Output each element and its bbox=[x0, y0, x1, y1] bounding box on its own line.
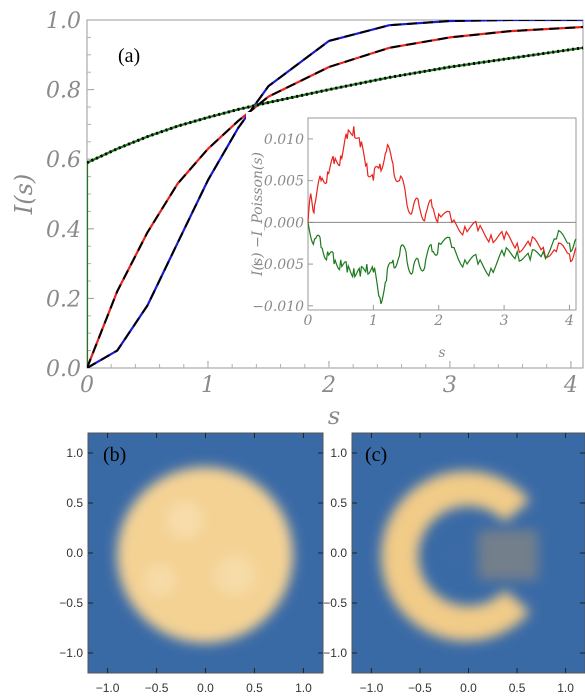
main-x-tick-label: 3 bbox=[443, 373, 457, 398]
main-y-tick-label: 0.4 bbox=[46, 218, 81, 243]
panel-x-tick-label: −1.0 bbox=[360, 681, 384, 695]
panel-y-tick-label: −0.5 bbox=[59, 596, 83, 610]
main-series bbox=[87, 20, 584, 368]
main-y-tick-label: 0.2 bbox=[46, 287, 81, 312]
inset-plot: 0 1 2 3 4 0.010 0.005 0.000 −0.005 −0.010 s I(s) … bbox=[246, 112, 578, 361]
panel-b-ticks: −1.0 −0.5 0.0 0.5 1.0 1.0 0.5 0.0 −0.5 −1.0 bbox=[59, 433, 323, 695]
panel-y-tick-label: 1.0 bbox=[330, 446, 347, 460]
inset-x-axis-label: s bbox=[438, 345, 445, 361]
inset-series bbox=[307, 126, 577, 305]
panel-x-tick-label: −0.5 bbox=[145, 681, 169, 695]
main-y-tick-label: 0.6 bbox=[46, 148, 81, 173]
panel-c: (c) −1.0 −0.5 0.0 0.5 1.0 1.0 0.5 0.0 −0.5 −1.0 bbox=[323, 432, 585, 695]
panel-y-tick-label: 0.0 bbox=[330, 546, 347, 560]
panel-y-tick-label: 1.0 bbox=[66, 446, 83, 460]
main-y-tick-label: 0.0 bbox=[46, 357, 81, 382]
main-x-tick-label: 2 bbox=[321, 373, 336, 398]
panel-b-label: (b) bbox=[103, 444, 126, 466]
main-y-tick-label: 1.0 bbox=[46, 9, 81, 34]
inset-series-line-0 bbox=[307, 126, 577, 263]
panel-x-tick-label: 0.5 bbox=[246, 681, 263, 695]
main-plot: 0 1 2 3 4 0.0 0.2 0.4 0.6 0.8 1.0 (a) s I(s) bbox=[10, 9, 584, 430]
panel-x-tick-label: 0.0 bbox=[197, 681, 214, 695]
main-y-axis-label: I(s) bbox=[10, 174, 38, 216]
panel-x-tick-label: −0.5 bbox=[408, 681, 432, 695]
inset-y-tick-label: −0.010 bbox=[252, 299, 304, 315]
main-series-line-4 bbox=[87, 20, 583, 368]
panel-x-tick-label: 0.0 bbox=[460, 681, 477, 695]
panel-y-tick-label: 0.5 bbox=[330, 496, 347, 510]
panel-y-tick-label: −1.0 bbox=[59, 646, 83, 660]
main-x-tick-label: 0 bbox=[80, 373, 94, 398]
panel-x-tick-label: −1.0 bbox=[96, 681, 120, 695]
inset-series-line-1 bbox=[307, 222, 577, 305]
inset-y-tick-label: −0.005 bbox=[252, 257, 304, 273]
panel-c-ring bbox=[381, 471, 530, 642]
panel-b-disk bbox=[117, 467, 293, 643]
main-x-tick-label: 1 bbox=[201, 373, 215, 398]
panel-c-ticks: −1.0 −0.5 0.0 0.5 1.0 1.0 0.5 0.0 −0.5 −1.0 bbox=[323, 433, 585, 695]
panel-y-tick-label: −1.0 bbox=[323, 646, 347, 660]
inset-x-tick-label: 3 bbox=[500, 313, 509, 329]
inset-x-tick-label: 2 bbox=[433, 313, 443, 329]
main-x-axis-label: s bbox=[328, 402, 340, 430]
inset-axis-ticks: 0 1 2 3 4 0.010 0.005 0.000 −0.005 −0.010 bbox=[252, 132, 576, 329]
panel-a-label: (a) bbox=[118, 45, 140, 67]
panel-y-tick-label: 0.0 bbox=[66, 546, 83, 560]
main-series-line-3 bbox=[87, 26, 584, 368]
main-x-tick-label: 4 bbox=[563, 373, 578, 398]
inset-x-tick-label: 1 bbox=[369, 313, 378, 329]
inset-y-tick-label: 0.005 bbox=[264, 174, 304, 190]
inset-y-tick-label: 0.010 bbox=[264, 132, 304, 148]
panel-y-tick-label: 0.5 bbox=[66, 496, 83, 510]
main-series-line-5 bbox=[87, 46, 584, 165]
inset-frame bbox=[307, 117, 577, 311]
inset-y-tick-label: 0.000 bbox=[264, 215, 304, 231]
inset-x-tick-label: 4 bbox=[564, 313, 574, 329]
panel-x-tick-label: 0.5 bbox=[509, 681, 526, 695]
inset-x-tick-label: 0 bbox=[304, 313, 313, 329]
main-y-tick-label: 0.8 bbox=[46, 79, 81, 104]
panel-c-label: (c) bbox=[365, 444, 387, 466]
inset-y-axis-label: I(s) −I_Poisson(s) bbox=[250, 152, 266, 277]
panel-x-tick-label: 1.0 bbox=[295, 681, 312, 695]
main-axis-ticks: 0 1 2 3 4 0.0 0.2 0.4 0.6 0.8 1.0 bbox=[46, 9, 578, 398]
panel-y-tick-label: −0.5 bbox=[323, 596, 347, 610]
panel-x-tick-label: 1.0 bbox=[557, 681, 574, 695]
panel-b: (b) −1.0 −0.5 0.0 0.5 1.0 1.0 0.5 0.0 −0.5 −1.0 bbox=[59, 432, 324, 695]
